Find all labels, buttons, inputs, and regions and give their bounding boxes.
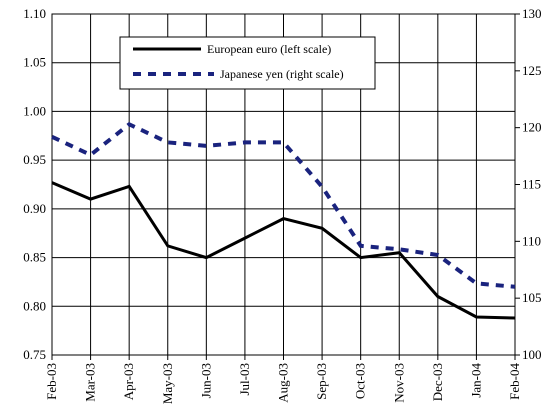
x-axis-tick-label: Nov-03 [391,363,406,403]
left-axis-tick-label: 1.00 [23,103,46,118]
series-lines [51,121,516,320]
x-axis-tick-label: Mar-03 [83,363,98,402]
legend-label-yen: Japanese yen (right scale) [220,67,344,81]
series-line-yen [51,121,516,289]
x-axis-tick-label: Oct-03 [353,363,368,399]
right-axis-tick-label: 100 [522,347,542,362]
x-axis-tick-label: Jan-04 [468,363,483,398]
series-line-euro [51,181,516,320]
x-axis-tick-label: Jun-03 [198,363,213,398]
right-axis-tick-label: 105 [522,290,542,305]
legend-label-euro: European euro (left scale) [207,42,331,56]
right-axis-tick-label: 130 [522,6,542,21]
legend: European euro (left scale) Japanese yen … [119,36,376,90]
x-axis-tick-label: Dec-03 [430,363,445,401]
x-axis-tick-label: Aug-03 [276,363,291,403]
right-axis-tick-label: 110 [522,233,541,248]
x-axis-tick-label: Jul-03 [237,363,252,396]
x-axis-tick-label: Feb-03 [44,363,59,400]
left-axis-tick-label: 1.10 [23,6,46,21]
x-axis-tick-label: Feb-04 [507,363,522,400]
left-axis-tick-label: 0.85 [23,250,46,265]
left-axis-tick-label: 0.80 [23,298,46,313]
right-axis-tick-label: 120 [522,120,542,135]
left-axis-tick-label: 1.05 [23,55,46,70]
axis-tick-labels: 0.75 0.80 0.85 0.90 0.95 1.00 1.05 1.10 100 105 11… [23,6,541,404]
x-axis-tick-label: May-03 [160,363,175,404]
legend-box [119,36,376,90]
left-axis-tick-label: 0.75 [23,347,46,362]
x-axis-tick-label: Sep-03 [314,363,329,400]
right-axis-tick-label: 125 [522,63,542,78]
left-axis-tick-label: 0.90 [23,201,46,216]
left-axis-tick-label: 0.95 [23,152,46,167]
plot-area-border [51,13,516,356]
right-axis-tick-label: 115 [522,177,541,192]
x-axis-tick-label: Apr-03 [121,363,136,400]
